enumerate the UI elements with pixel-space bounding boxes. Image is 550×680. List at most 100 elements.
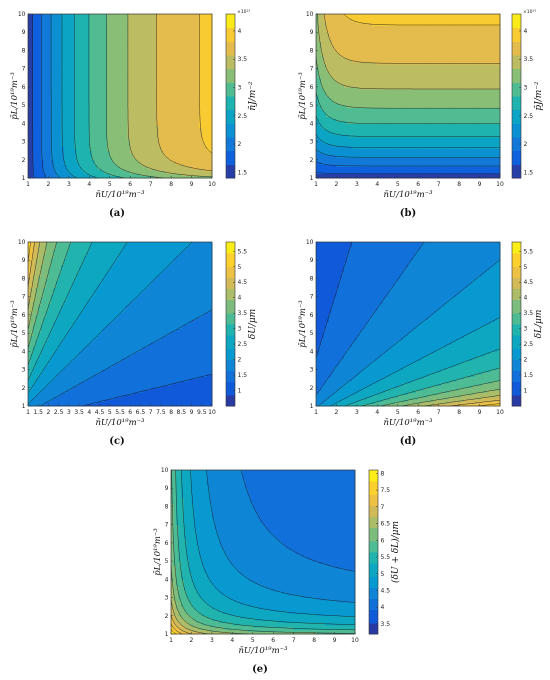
contour-cell [125,164,129,168]
contour-cell [168,98,172,102]
contour-cell [84,159,88,163]
contour-cell [30,139,34,143]
contour-cell [114,166,118,170]
contour-cell [163,93,167,97]
contour-cell [120,173,124,177]
contour-cell [102,159,106,163]
contour-cell [122,137,126,140]
contour-cell [102,86,106,90]
contour-cell [137,102,141,106]
contour-cell [53,121,57,124]
contour-cell [189,107,193,111]
contour-cell [53,123,57,127]
contour-cell [163,134,167,138]
contour-cell [81,171,85,174]
contour-cell [68,173,72,177]
contour-cell [114,89,118,92]
contour-cell [114,168,118,172]
contour-cell [194,111,198,115]
contour-cell [166,98,170,102]
contour-cell [125,93,129,97]
contour-cell [30,118,34,122]
contour-cell [68,84,72,88]
contour-cell [89,157,93,161]
contour-cell [120,139,124,143]
contour-cell [155,155,159,158]
contour-cell [127,152,131,156]
contour-cell [125,132,129,136]
contour-cell [51,155,55,158]
contour-cell [43,96,47,99]
contour-cell [117,132,121,136]
contour-cell [145,121,149,124]
contour-cell [150,132,154,136]
contour-cell [206,118,210,122]
contour-cell [199,89,203,92]
contour-cell [153,121,157,124]
contour-cell [43,127,47,131]
contour-cell [122,123,126,127]
contour-cell [168,93,172,97]
contour-cell [56,102,60,106]
contour-cell [191,96,195,99]
contour-cell [107,132,111,136]
contour-cell [132,171,136,174]
contour-cell [176,100,180,104]
contour-cell [183,139,187,143]
contour-cell [160,130,164,133]
contour-cell [68,107,72,111]
contour-cell [107,139,111,143]
contour-cell [84,164,88,168]
contour-cell [186,148,190,152]
contour-cell [176,98,180,102]
contour-cell [86,125,90,129]
contour-cell [109,159,113,163]
contour-cell [71,102,75,106]
contour-cell [127,116,131,120]
contour-cell [107,164,111,168]
contour-cell [89,116,93,120]
contour-cell [191,109,195,113]
contour-cell [201,146,205,149]
contour-cell [150,175,154,179]
contour-cell [120,121,124,124]
contour-cell [125,159,129,163]
contour-cell [171,166,175,170]
contour-cell [61,121,65,124]
contour-cell [56,127,60,131]
contour-cell [40,127,44,131]
contour-cell [117,155,121,158]
contour-cell [43,130,47,133]
contour-cell [137,175,141,179]
contour-cell [74,98,78,102]
contour-cell [107,175,111,179]
contour-cell [79,89,83,92]
contour-cell [30,84,34,88]
contour-cell [173,148,177,152]
contour-cell [35,105,39,108]
contour-cell [109,137,113,140]
contour-cell [155,116,159,120]
contour-cell [33,134,37,138]
contour-cell [209,93,213,97]
contour-cell [166,173,170,177]
contour-cell [166,127,170,131]
contour-cell [33,146,37,149]
contour-cell [168,157,172,161]
contour-cell [117,168,121,172]
contour-cell [145,132,149,136]
contour-cell [155,143,159,147]
contour-cell [153,141,157,145]
contour-cell [99,105,103,108]
contour-cell [35,150,39,154]
contour-cell [132,157,136,161]
contour-cell [204,96,208,99]
contour-cell [94,109,98,113]
contour-cell [204,114,208,117]
contour-cell [166,157,170,161]
contour-cell [56,84,60,88]
contour-cell [56,155,60,158]
contour-cell [40,148,44,152]
contour-cell [143,168,147,172]
contour-cell [189,102,193,106]
